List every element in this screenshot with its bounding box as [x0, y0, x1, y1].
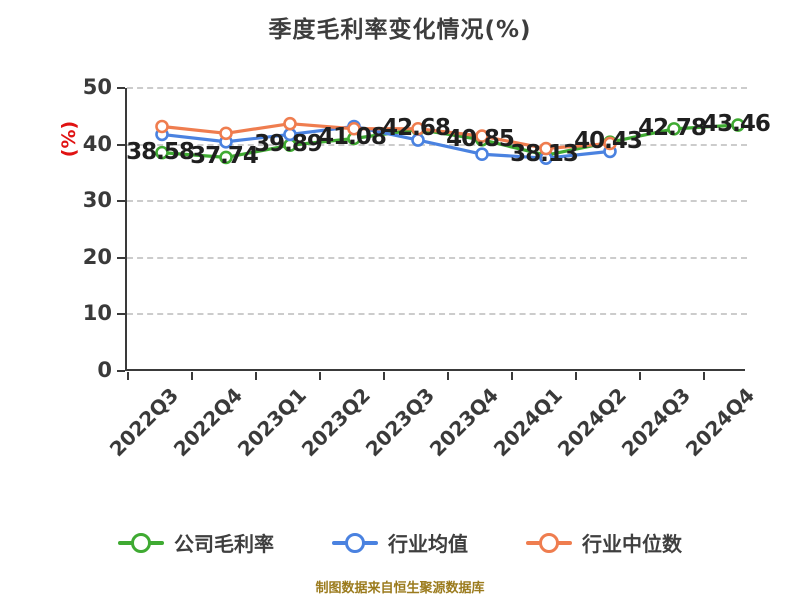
data-point-行业中位数-2022Q3 [155, 119, 169, 134]
legend-label: 公司毛利率 [174, 532, 274, 556]
chart-title: 季度毛利率变化情况(%) [268, 17, 532, 43]
x-tick-mark-4 [383, 372, 385, 380]
y-tick-mark-20 [117, 256, 125, 259]
data-point-行业中位数-2023Q3 [411, 121, 425, 136]
series-layer [155, 116, 745, 165]
x-tick-mark-0 [127, 372, 129, 380]
series-line-1-行业均值 [161, 124, 611, 160]
y-tick-mark-50 [117, 87, 125, 89]
plot-area [125, 87, 747, 371]
legend-dot-icon [539, 532, 559, 553]
y-tick-mark-0 [117, 370, 125, 372]
data-point-公司毛利率-2024Q4 [731, 118, 745, 132]
y-tick-mark-30 [117, 200, 125, 203]
y-tick-label-40: 40 [82, 131, 112, 156]
y-tick-mark-10 [117, 313, 125, 316]
legend-label: 行业均值 [388, 532, 468, 556]
legend-dot-icon [131, 532, 151, 553]
data-point-行业中位数-2023Q1 [283, 116, 297, 131]
data-point-行业均值-2023Q3 [411, 133, 425, 147]
data-point-行业均值-2023Q1 [283, 127, 297, 142]
legend-marker-icon [118, 532, 164, 553]
x-tick-mark-7 [575, 372, 577, 380]
x-tick-mark-9 [703, 372, 705, 380]
legend: 公司毛利率 行业均值 行业中位数 [0, 528, 800, 557]
y-tick-label-0: 0 [97, 358, 112, 382]
data-point-行业中位数-2023Q4 [475, 129, 489, 143]
gridline-20 [127, 256, 747, 259]
x-tick-mark-2 [255, 372, 257, 380]
series-line-2-行业中位数 [161, 122, 611, 151]
x-tick-mark-6 [511, 372, 513, 380]
x-tick-mark-1 [191, 372, 193, 380]
gridline-30 [127, 200, 747, 203]
legend-marker-icon [332, 532, 378, 553]
gridline-10 [127, 313, 747, 316]
data-point-行业中位数-2022Q4 [219, 126, 233, 141]
data-point-行业中位数-2024Q1 [539, 141, 553, 156]
legend-label: 行业中位数 [582, 532, 682, 556]
x-tick-mark-3 [319, 372, 321, 380]
y-tick-label-10: 10 [82, 301, 112, 326]
data-point-公司毛利率-2022Q4 [219, 150, 233, 165]
gridline-50 [127, 87, 747, 89]
series-line-0-公司毛利率 [161, 123, 739, 159]
y-tick-label-30: 30 [82, 188, 112, 213]
x-tick-mark-5 [447, 372, 449, 380]
legend-marker-icon [526, 532, 572, 553]
y-tick-label-20: 20 [82, 244, 112, 269]
footer-source-text: 制图数据来自恒生聚源数据库 [315, 581, 485, 596]
data-point-行业均值-2023Q4 [475, 147, 489, 162]
legend-item-行业中位数[interactable]: 行业中位数 [526, 528, 682, 557]
legend-item-公司毛利率[interactable]: 公司毛利率 [118, 528, 274, 557]
data-point-公司毛利率-2023Q1 [283, 138, 297, 153]
legend-item-行业均值[interactable]: 行业均值 [332, 528, 468, 557]
y-tick-mark-40 [117, 143, 125, 146]
data-point-公司毛利率-2022Q3 [155, 145, 169, 160]
data-point-行业中位数-2023Q2 [347, 121, 361, 136]
y-tick-label-50: 50 [82, 75, 112, 99]
data-point-行业中位数-2024Q2 [603, 136, 617, 151]
legend-dot-icon [345, 532, 365, 553]
data-point-公司毛利率-2024Q3 [667, 122, 681, 136]
x-tick-mark-8 [639, 372, 641, 380]
